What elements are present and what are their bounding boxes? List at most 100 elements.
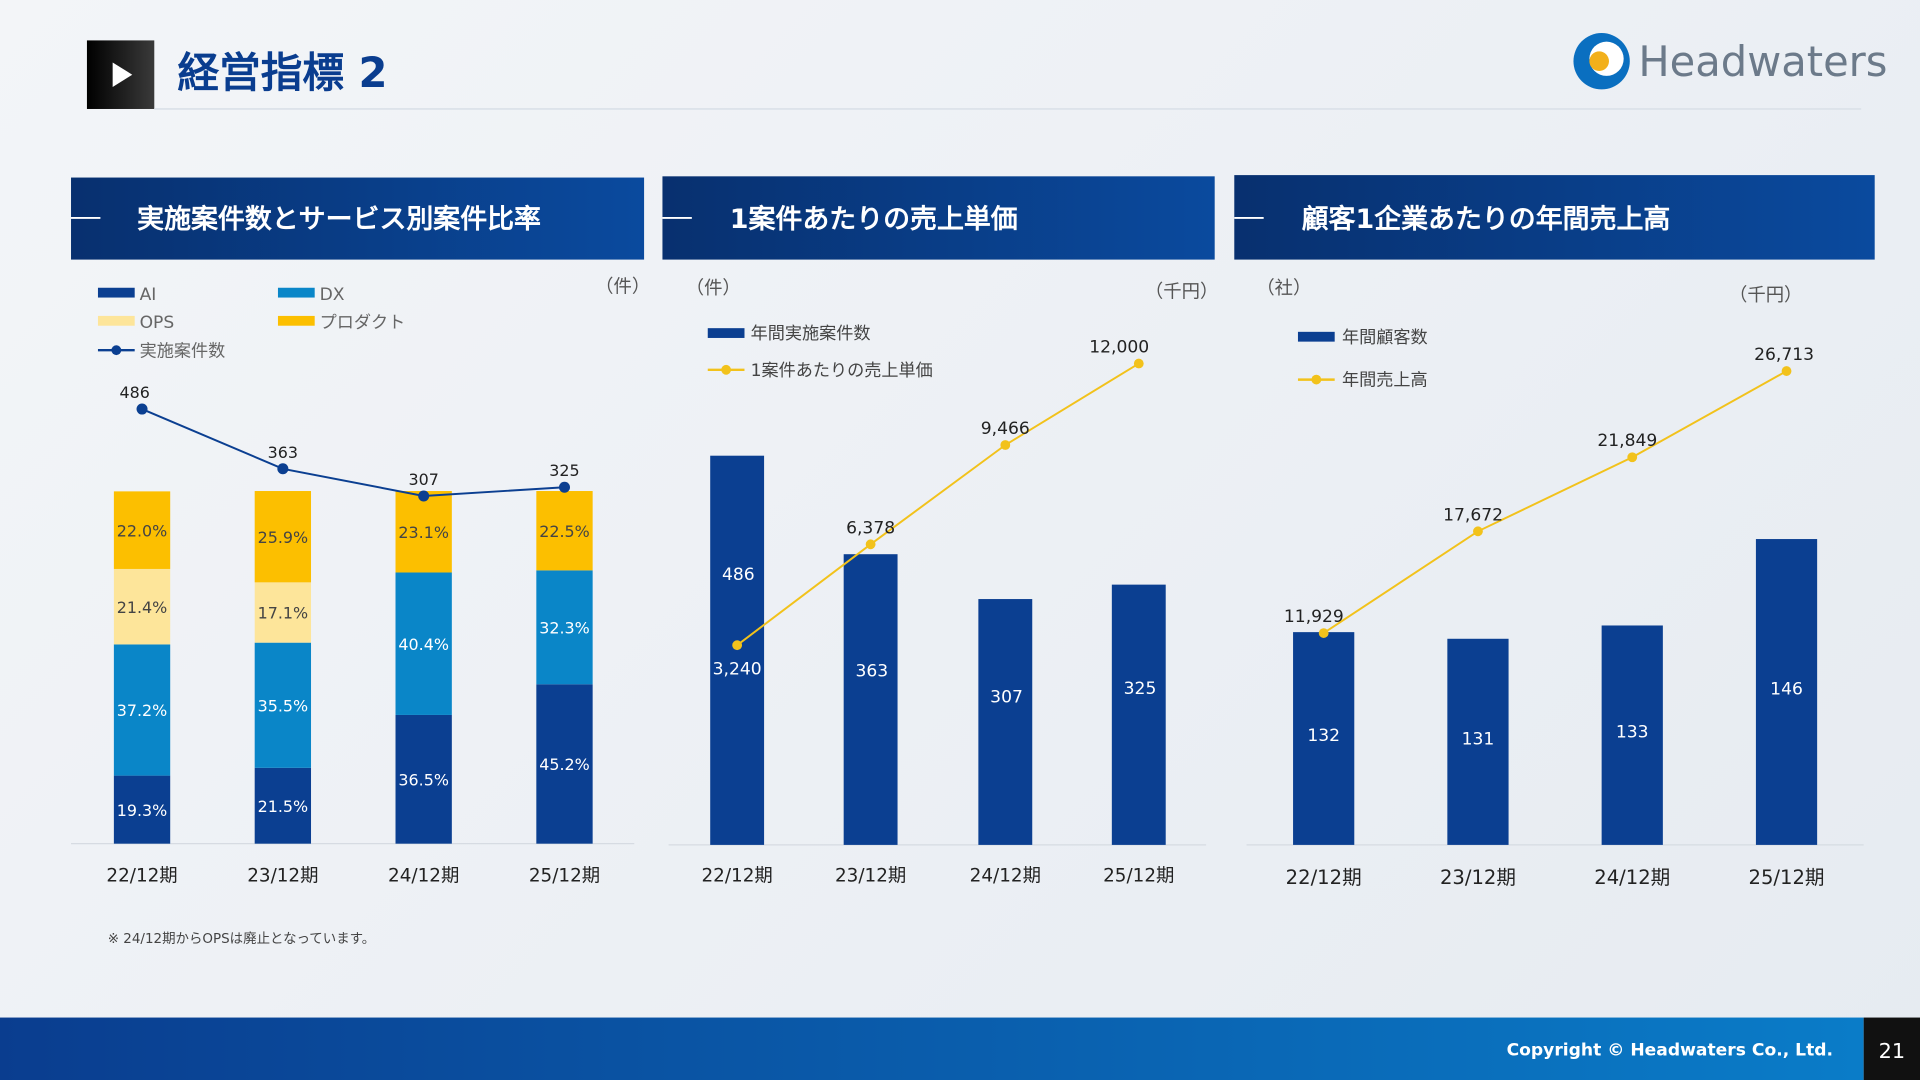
- legend-label: DX: [320, 285, 345, 305]
- line-point: [732, 640, 743, 651]
- data-label: 21.5%: [258, 797, 309, 816]
- legend-swatch-dx: [277, 287, 315, 298]
- legend-label: プロダクト: [320, 313, 406, 333]
- bar-segment-AI: [536, 684, 593, 844]
- unit-label: （件）: [686, 278, 741, 299]
- unit-label: （件）: [595, 277, 650, 298]
- legend-label: AI: [140, 285, 157, 305]
- bar-segment-プロダクト: [536, 491, 593, 571]
- legend-chart-1: AI DX OPS プロダクト 実施案件数: [97, 285, 406, 361]
- copyright: Copyright © Headwaters Co., Ltd.: [1507, 1041, 1833, 1061]
- data-label: 25.9%: [258, 528, 309, 547]
- line-point: [418, 490, 430, 502]
- x-tick-label: 22/12期: [702, 866, 773, 887]
- line-label: 3,240: [713, 660, 762, 680]
- data-label: 32.3%: [539, 618, 590, 637]
- line-point: [1318, 628, 1329, 638]
- data-label: 486: [722, 565, 755, 585]
- data-label: 307: [990, 687, 1023, 707]
- legend-swatch-ops: [97, 315, 135, 326]
- legend-label: 年間売上高: [1342, 371, 1428, 391]
- bar-segment-AI: [113, 775, 171, 844]
- bar-segment-プロダクト: [113, 491, 171, 569]
- legend-label: 年間顧客数: [1342, 328, 1428, 348]
- line-point: [277, 463, 289, 475]
- line-series: [736, 362, 1140, 646]
- bar-segment-プロダクト: [395, 491, 452, 573]
- bar: [710, 455, 765, 845]
- logo-text: Headwaters: [1638, 37, 1887, 86]
- play-icon: [112, 62, 133, 87]
- page-number: 21: [1879, 1039, 1905, 1063]
- line-point: [1133, 358, 1144, 369]
- panel-header-2: 1案件あたりの売上単価: [662, 176, 1215, 260]
- line-point: [136, 403, 148, 415]
- line-label: 325: [549, 461, 579, 480]
- data-label: 23.1%: [398, 523, 449, 542]
- line-series: [1323, 370, 1788, 634]
- x-tick-label: 23/12期: [835, 866, 906, 887]
- legend-swatch-bar: [1297, 331, 1335, 342]
- data-label: 133: [1616, 723, 1649, 743]
- legend-swatch-product: [277, 315, 315, 326]
- x-tick-label: 25/12期: [1749, 866, 1825, 889]
- bar-segment-AI: [395, 714, 452, 844]
- page-number-box: [1863, 1017, 1920, 1080]
- x-tick-label: 25/12期: [529, 866, 600, 887]
- data-label: 21.4%: [117, 598, 168, 617]
- data-label: 146: [1770, 679, 1803, 699]
- line-label: 6,378: [846, 518, 895, 538]
- panel-title: 顧客1企業あたりの年間売上高: [1302, 203, 1671, 235]
- legend-swatch-ai: [97, 287, 135, 298]
- chart-3: 132 22/12期 131 23/12期 133 24/12期 146 25/12期 11,9…: [1246, 345, 1864, 889]
- line-series: [141, 408, 565, 497]
- panel-title: 実施案件数とサービス別案件比率: [137, 203, 541, 235]
- line-point: [1000, 440, 1011, 450]
- line-label: 363: [268, 443, 298, 462]
- footnote: ※ 24/12期からOPSは廃止となっています。: [108, 930, 375, 947]
- line-label: 21,849: [1597, 431, 1657, 451]
- line-point: [558, 481, 570, 493]
- page-title: 経営指標 2: [178, 48, 388, 97]
- x-tick-label: 22/12期: [106, 866, 177, 887]
- panel-title: 1案件あたりの売上単価: [730, 203, 1018, 235]
- bar: [1111, 584, 1166, 845]
- bar-segment-DX: [254, 642, 312, 768]
- logo: Headwaters: [1573, 33, 1887, 90]
- data-label: 22.5%: [539, 522, 590, 541]
- bar-segment-AI: [254, 767, 312, 844]
- legend-label: 年間実施案件数: [751, 324, 871, 344]
- bar-segment-DX: [536, 570, 593, 685]
- data-label: 132: [1307, 726, 1340, 746]
- line-label: 11,929: [1284, 607, 1344, 627]
- data-label: 22.0%: [117, 521, 168, 540]
- legend-chart-2: 年間実施案件数 1案件あたりの売上単価: [707, 324, 933, 381]
- x-tick-label: 22/12期: [1286, 866, 1362, 889]
- panel-header-3: 顧客1企業あたりの年間売上高: [1234, 175, 1875, 260]
- bar-segment-DX: [395, 572, 452, 715]
- bar-segment-OPS: [254, 582, 312, 643]
- data-label: 45.2%: [539, 755, 590, 774]
- x-tick-label: 24/12期: [970, 866, 1041, 887]
- data-label: 37.2%: [117, 701, 168, 720]
- bar-segment-DX: [113, 644, 171, 776]
- data-label: 131: [1462, 729, 1495, 749]
- data-label: 40.4%: [398, 635, 449, 654]
- legend-label: OPS: [140, 313, 175, 333]
- bar: [1755, 539, 1818, 845]
- data-label: 363: [855, 661, 888, 681]
- unit-label: （千円）: [1145, 282, 1218, 303]
- line-point: [1781, 366, 1792, 376]
- x-tick-label: 25/12期: [1103, 866, 1174, 887]
- line-point: [1473, 526, 1483, 537]
- chart-2: 486 22/12期 363 23/12期 307 24/12期 325 25/12期 3,24…: [668, 338, 1207, 887]
- line-label: 26,713: [1754, 345, 1814, 365]
- bar: [1601, 625, 1663, 845]
- bar-segment-プロダクト: [254, 491, 312, 583]
- data-label: 19.3%: [117, 801, 168, 820]
- x-tick-label: 23/12期: [247, 866, 318, 887]
- x-tick-label: 23/12期: [1440, 866, 1516, 889]
- data-label: 35.5%: [258, 696, 309, 715]
- panel-header-1: 実施案件数とサービス別案件比率: [71, 177, 645, 260]
